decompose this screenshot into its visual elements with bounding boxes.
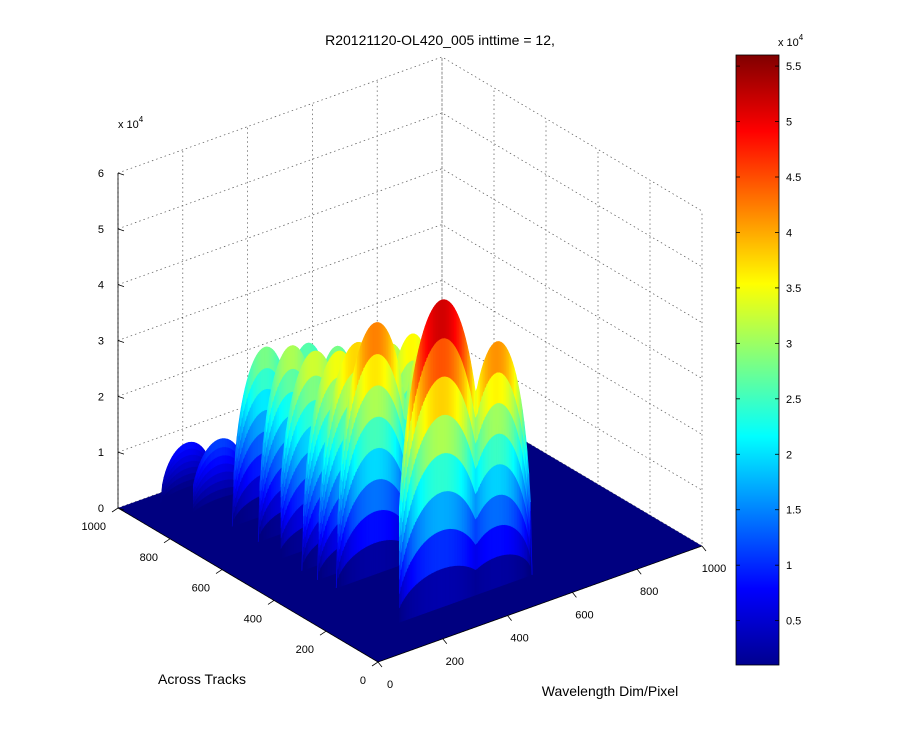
z-tick — [117, 172, 125, 176]
surface-ridge — [398, 299, 533, 623]
grid-line-z — [117, 335, 703, 491]
x-tick-label: 0 — [387, 679, 393, 691]
chart-title: R20121120-OL420_005 inttime = 12, — [325, 32, 555, 48]
colorbar-tick-label: 1.5 — [786, 505, 801, 517]
grid-line-z — [117, 224, 703, 379]
y-tick-label: 200 — [296, 644, 314, 656]
colorbar-gradient — [735, 54, 780, 666]
x-tick — [377, 661, 383, 668]
y-tick — [215, 569, 223, 574]
colorbar-tick-label: 2.5 — [786, 394, 801, 406]
grid-line-y — [117, 57, 443, 509]
y-tick-label: 600 — [192, 583, 210, 595]
z-tick — [117, 340, 125, 343]
x-tick — [507, 615, 512, 621]
colorbar-tick-label: 1 — [786, 560, 792, 572]
grid-line-z — [117, 112, 703, 268]
z-tick-label: 1 — [98, 447, 104, 459]
colorbar: x 104 0.5 1 1.5 2 2.5 3 3.5 4 4.5 5 5.5 — [735, 33, 804, 666]
x-tick-label: 800 — [640, 586, 658, 598]
colorbar-tick-label: 3.5 — [786, 283, 801, 295]
z-tick — [117, 228, 125, 232]
y-tick-label: 400 — [244, 613, 262, 625]
colorbar-tick-label: 4.5 — [786, 172, 801, 184]
z-tick-label: 4 — [98, 280, 104, 292]
z-tick — [117, 395, 125, 399]
y-tick — [319, 630, 327, 636]
grid-line-y — [273, 149, 599, 601]
grid-line-z — [117, 56, 703, 212]
grid-line-z — [117, 279, 703, 435]
colorbar-tick-label: 0.5 — [786, 616, 801, 628]
x-tick — [442, 638, 448, 645]
y-tick — [163, 538, 171, 544]
z-tick — [117, 284, 125, 288]
y-tick-label: 0 — [360, 675, 366, 687]
z-tick-label: 0 — [98, 503, 104, 515]
colorbar-tick-label: 5.5 — [786, 61, 801, 73]
colorbar-tick-label: 5 — [786, 117, 792, 129]
colorbar-tick-label: 2 — [786, 449, 792, 461]
colorbar-exponent-label: x 104 — [778, 33, 804, 49]
x-tick — [636, 568, 642, 575]
y-axis-label: Across Tracks — [158, 671, 246, 687]
colorbar-tick-label: 4 — [786, 227, 792, 239]
x-tick-label: 200 — [446, 656, 464, 668]
grid-line-y — [169, 87, 495, 540]
x-tick-label: 400 — [510, 633, 528, 645]
y-tick — [111, 507, 119, 513]
x-tick-label: 1000 — [702, 563, 726, 575]
y-tick — [267, 600, 275, 605]
y-tick-label: 800 — [140, 552, 158, 564]
z-tick-label: 5 — [98, 224, 104, 236]
surface — [118, 299, 702, 662]
y-tick-label: 1000 — [82, 521, 106, 533]
z-tick-label: 6 — [98, 168, 104, 180]
y-tick — [371, 661, 379, 667]
z-tick-label: 3 — [98, 336, 104, 348]
z-tick-label: 2 — [98, 391, 104, 403]
z-exponent-label: x 104 — [118, 115, 144, 131]
grid-line-y — [221, 118, 547, 570]
x-tick — [701, 545, 707, 552]
z-tick — [117, 451, 125, 455]
x-tick-label: 600 — [575, 609, 593, 621]
x-tick — [572, 592, 577, 598]
grid-line-y — [377, 211, 703, 663]
x-axis-label: Wavelength Dim/Pixel — [542, 683, 678, 699]
grid-line-z — [117, 168, 703, 323]
colorbar-tick-label: 3 — [786, 338, 792, 350]
